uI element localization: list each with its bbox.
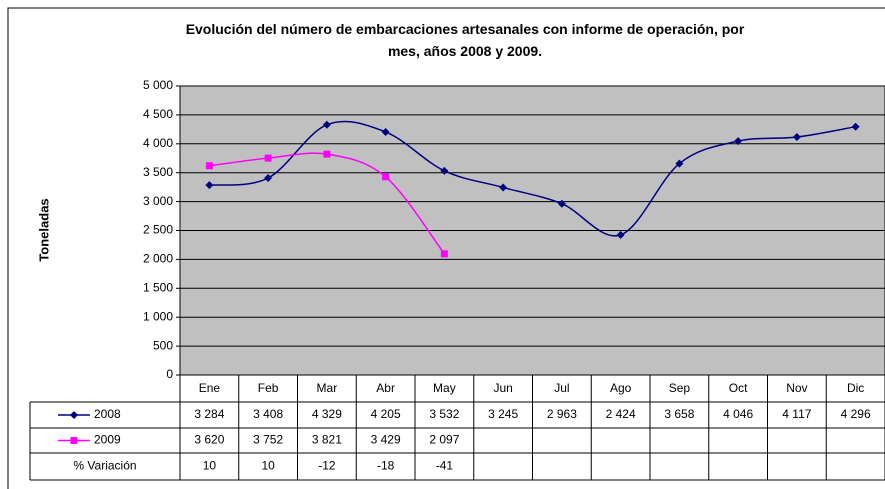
marker (851, 122, 860, 131)
table-value: 2 097 (429, 433, 459, 447)
y-tick-label: 5 000 (143, 78, 173, 92)
x-tick-label: Jun (493, 381, 512, 395)
variation-value: -18 (377, 459, 395, 473)
marker (205, 181, 214, 190)
marker (734, 137, 743, 146)
y-tick-label: 4 000 (143, 136, 173, 150)
x-tick-label: Dic (847, 381, 864, 395)
variation-label: % Variación (73, 459, 136, 473)
y-tick-label: 1 000 (143, 309, 173, 323)
x-tick-label: Oct (729, 381, 748, 395)
marker (440, 250, 448, 258)
x-tick-label: Feb (258, 381, 279, 395)
table-value: 3 752 (253, 433, 283, 447)
table-value: 4 205 (371, 407, 401, 421)
variation-value: -12 (318, 459, 336, 473)
table-value: 3 821 (312, 433, 342, 447)
legend-label: 2009 (94, 433, 121, 447)
table-value: 3 620 (194, 433, 224, 447)
table-value: 4 117 (782, 407, 811, 421)
marker (440, 166, 449, 175)
x-tick-label: May (433, 381, 456, 395)
table-value: 3 532 (429, 407, 459, 421)
marker (616, 230, 625, 239)
table-value: 4 296 (841, 407, 871, 421)
marker (792, 133, 801, 142)
table-value: 4 046 (723, 407, 753, 421)
x-tick-label: Nov (786, 381, 807, 395)
table-value: 3 658 (664, 407, 694, 421)
marker (381, 127, 390, 136)
legend-marker (70, 437, 78, 444)
variation-value: 10 (203, 459, 217, 473)
table-value: 2 424 (606, 407, 636, 421)
marker (382, 173, 390, 181)
marker (322, 120, 331, 129)
y-tick-label: 3 500 (143, 165, 173, 179)
y-tick-label: 3 000 (143, 194, 173, 208)
legend-marker (70, 411, 78, 419)
y-tick-label: 2 500 (143, 223, 173, 237)
marker (499, 183, 508, 192)
marker (323, 150, 331, 158)
x-tick-label: Ago (610, 381, 632, 395)
table-value: 4 329 (312, 407, 342, 421)
x-tick-label: Sep (669, 381, 691, 395)
variation-value: 10 (261, 459, 275, 473)
legend-label: 2008 (94, 407, 121, 421)
marker (264, 174, 273, 183)
y-tick-label: 4 500 (143, 107, 173, 121)
chart-title: Evolución del número de embarcaciones ar… (186, 21, 745, 59)
table-value: 3 245 (488, 407, 518, 421)
y-tick-label: 0 (166, 367, 173, 381)
y-axis-label: Toneladas (36, 198, 51, 261)
marker (264, 154, 272, 162)
y-tick-label: 1 500 (143, 280, 173, 294)
variation-value: -41 (436, 459, 454, 473)
marker (557, 199, 566, 208)
table-value: 2 963 (547, 407, 577, 421)
x-tick-label: Abr (376, 381, 395, 395)
table-value: 3 284 (194, 407, 224, 421)
x-tick-label: Ene (199, 381, 221, 395)
x-tick-label: Jul (554, 381, 569, 395)
table-value: 3 408 (253, 407, 283, 421)
y-tick-label: 2 000 (143, 252, 173, 266)
x-tick-label: Mar (317, 381, 338, 395)
table-value: 3 429 (371, 433, 401, 447)
marker (205, 162, 213, 170)
y-tick-label: 500 (153, 338, 173, 352)
marker (675, 159, 684, 168)
